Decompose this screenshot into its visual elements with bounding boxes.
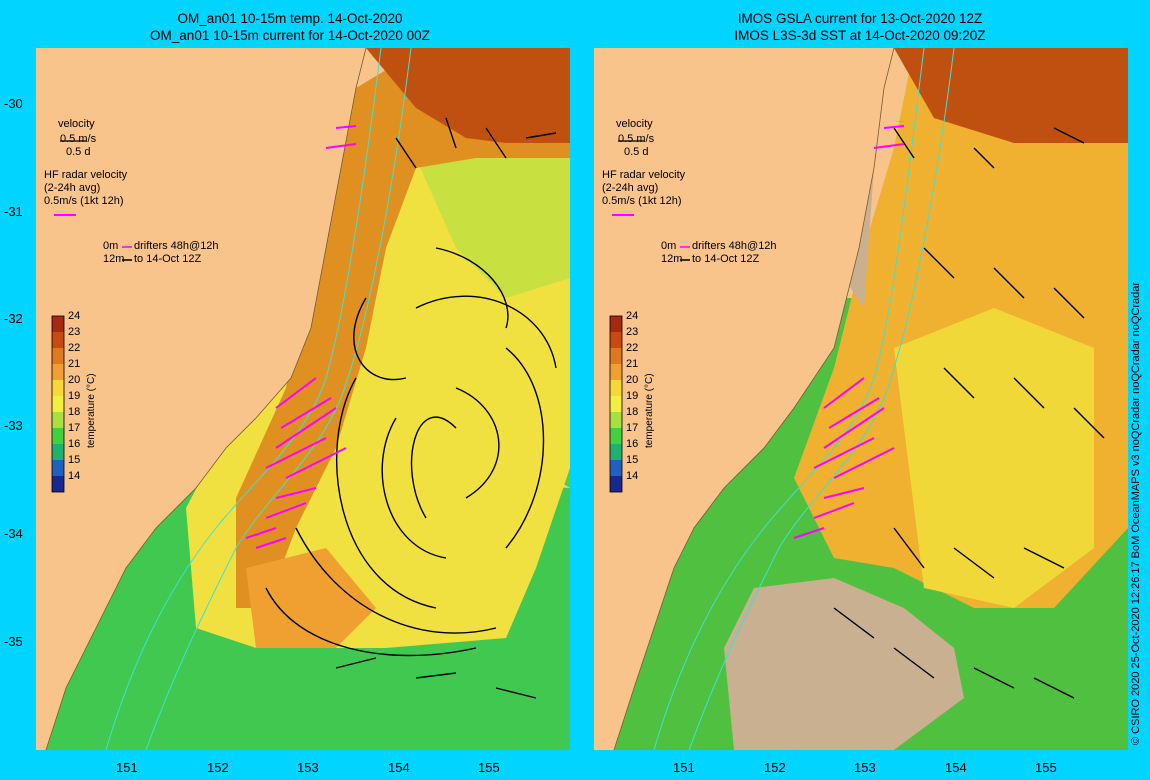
ocean-field-red-north	[894, 48, 1128, 143]
lat-tick: -34	[4, 526, 23, 541]
land-mainland	[36, 48, 366, 750]
left-title-line2: OM_an01 10-15m current for 14-Oct-2020 0…	[150, 28, 430, 43]
coastline	[613, 48, 895, 750]
isobath-2000m	[688, 48, 955, 750]
lat-tick: -33	[4, 418, 23, 433]
hf-scale: 0.5m/s (1kt 12h)	[44, 195, 124, 207]
cb-tick: 17	[626, 422, 639, 434]
hf-avg: (2-24h avg)	[602, 182, 659, 194]
ocean-field-yellow	[894, 308, 1094, 608]
credit-text: © CSIRO 2020 25-Oct-2020 12:26:17 BoM Oc…	[1130, 282, 1142, 745]
cb-tick: 24	[626, 310, 639, 322]
colorbar-title: temperature (°C)	[86, 373, 97, 448]
lon-tick: 152	[764, 760, 786, 775]
lon-tick: 151	[116, 760, 138, 775]
left-hf-legend: HF radar velocity (2-24h avg) 0.5m/s (1k…	[44, 169, 127, 208]
lon-tick: 153	[854, 760, 876, 775]
cb-tick: 19	[68, 390, 81, 402]
lon-tick: 154	[388, 760, 410, 775]
lat-tick: -32	[4, 311, 23, 326]
left-title-line1: OM_an01 10-15m temp. 14-Oct-2020	[177, 11, 403, 26]
left-drifter-to: to 14-Oct 12Z	[134, 253, 202, 265]
left-map	[36, 48, 570, 750]
ocean-field-cloud-south	[724, 578, 964, 750]
cb-tick: 21	[68, 358, 81, 370]
ocean-field-orange-south	[246, 548, 376, 648]
lon-tick: 153	[297, 760, 319, 775]
cb-tick: 16	[626, 438, 639, 450]
land-mainland	[594, 48, 894, 750]
coastline	[45, 48, 367, 750]
isobath-2000m	[145, 48, 412, 750]
cb-tick: 18	[626, 406, 639, 418]
velocity-label: velocity	[616, 118, 653, 130]
cb-tick: 22	[68, 342, 81, 354]
right-drifter-12m: 12m	[661, 253, 683, 265]
current-arrows	[833, 127, 1105, 699]
cb-tick: 14	[626, 470, 639, 482]
lat-tick: -31	[4, 204, 23, 219]
lon-tick: 155	[478, 760, 500, 775]
right-drifter-text: drifters 48h@12h	[692, 240, 777, 252]
right-velocity-legend: velocity	[616, 118, 653, 131]
cb-tick: 20	[626, 374, 639, 386]
cb-tick: 17	[68, 422, 81, 434]
cb-tick: 18	[68, 406, 81, 418]
hf-label: HF radar velocity	[44, 169, 128, 181]
left-velocity-scale: 0.5 m/s	[60, 133, 97, 145]
colorbar-right	[609, 315, 623, 493]
cb-tick: 21	[626, 358, 639, 370]
left-velocity-legend: velocity	[58, 118, 95, 131]
hf-label: HF radar velocity	[602, 169, 686, 181]
cb-tick: 16	[68, 438, 81, 450]
lon-tick: 154	[945, 760, 967, 775]
ocean-field-yellow-green	[416, 158, 570, 298]
left-velocity-days: 0.5 d	[66, 146, 91, 158]
cb-tick: 19	[626, 390, 639, 402]
left-drifter-12m: 12m	[103, 253, 125, 265]
ocean-field-orange-warm	[236, 58, 570, 608]
left-drifter-0m: 0m	[103, 240, 119, 252]
hf-scale: 0.5m/s (1kt 12h)	[602, 195, 682, 207]
lon-tick: 152	[207, 760, 229, 775]
cb-tick: 23	[68, 326, 81, 338]
lat-tick: -30	[4, 96, 23, 111]
cb-tick: 15	[68, 454, 81, 466]
right-drifter-to: to 14-Oct 12Z	[692, 253, 760, 265]
hf-radar-vectors	[793, 125, 905, 539]
right-velocity-days: 0.5 d	[624, 146, 649, 158]
cb-tick: 24	[68, 310, 81, 322]
current-arrows	[265, 117, 557, 699]
colorbar-left	[51, 315, 65, 493]
hf-avg: (2-24h avg)	[44, 182, 101, 194]
cb-tick: 20	[68, 374, 81, 386]
right-title-line2: IMOS L3S-3d SST at 14-Oct-2020 09:20Z	[734, 28, 986, 43]
lon-tick: 151	[673, 760, 695, 775]
isobath-200m	[653, 48, 925, 750]
cb-tick: 22	[626, 342, 639, 354]
right-title: IMOS GSLA current for 13-Oct-2020 12Z IM…	[580, 10, 1140, 44]
cb-tick: 14	[68, 470, 81, 482]
ocean-field-red-north	[366, 48, 570, 143]
cb-tick: 23	[626, 326, 639, 338]
left-title: OM_an01 10-15m temp. 14-Oct-2020 OM_an01…	[10, 10, 570, 44]
right-hf-legend: HF radar velocity (2-24h avg) 0.5m/s (1k…	[602, 169, 685, 208]
right-map	[594, 48, 1128, 750]
cb-tick: 15	[626, 454, 639, 466]
lon-tick: 155	[1035, 760, 1057, 775]
left-drifter-text: drifters 48h@12h	[134, 240, 219, 252]
velocity-label: velocity	[58, 118, 95, 130]
colorbar-title: temperature (°C)	[644, 373, 655, 448]
right-velocity-scale: 0.5 m/s	[618, 133, 655, 145]
lat-tick: -35	[4, 634, 23, 649]
isobath-200m	[105, 48, 382, 750]
right-title-line1: IMOS GSLA current for 13-Oct-2020 12Z	[737, 11, 983, 26]
right-drifter-0m: 0m	[661, 240, 677, 252]
hf-radar-vectors	[245, 125, 357, 549]
